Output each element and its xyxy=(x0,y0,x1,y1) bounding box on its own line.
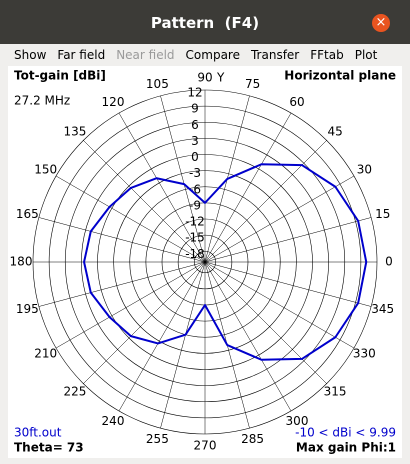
angle-label: 210 xyxy=(34,347,57,361)
menu-item[interactable]: Compare xyxy=(185,48,240,62)
axis-label: Y xyxy=(216,71,225,85)
spoke xyxy=(204,261,355,349)
angle-label: 300 xyxy=(286,414,309,428)
spoke xyxy=(118,261,206,412)
chart-subtitle: Horizontal plane xyxy=(284,69,396,83)
grid-circle xyxy=(81,138,329,386)
angle-label: 0 xyxy=(385,255,393,269)
menu-item[interactable]: Far field xyxy=(57,48,106,62)
spoke xyxy=(160,95,206,263)
spoke xyxy=(118,112,206,263)
angle-label: 315 xyxy=(324,385,347,399)
pattern-line xyxy=(83,163,368,361)
angle-label: 180 xyxy=(10,255,33,269)
radial-label: 9 xyxy=(191,102,199,116)
spoke xyxy=(204,261,327,384)
spoke xyxy=(55,175,206,263)
angle-label: 30 xyxy=(357,163,372,177)
grid-circle xyxy=(129,186,281,338)
angle-label: 240 xyxy=(102,414,125,428)
angle-label: 120 xyxy=(102,95,125,109)
grid-circle xyxy=(113,170,297,354)
grid-circle xyxy=(97,154,313,370)
spoke xyxy=(38,261,206,307)
angle-label: 255 xyxy=(146,432,169,446)
spoke xyxy=(204,140,327,263)
angle-label: 135 xyxy=(63,124,86,138)
spoke xyxy=(204,217,372,263)
grid-circle xyxy=(48,105,362,419)
grid-circle xyxy=(64,121,346,403)
angle-label: 195 xyxy=(16,302,39,316)
angle-label: 270 xyxy=(194,439,217,453)
angle-label: 165 xyxy=(16,207,39,221)
gain-range: -10 < dBi < 9.99 xyxy=(295,426,396,440)
radial-label: 6 xyxy=(191,118,199,132)
radial-label: -9 xyxy=(189,198,201,212)
menu-item[interactable]: Plot xyxy=(354,48,378,62)
radial-label: -12 xyxy=(185,215,205,229)
menu-item[interactable]: Show xyxy=(14,48,47,62)
menu-item[interactable]: Transfer xyxy=(250,48,300,62)
close-button[interactable]: × xyxy=(372,14,390,32)
spoke xyxy=(55,261,206,349)
angle-label: 105 xyxy=(146,77,169,91)
menu-item[interactable]: FFtab xyxy=(310,48,344,62)
angle-label: 15 xyxy=(375,207,390,221)
frequency: 27.2 MHz xyxy=(14,94,70,108)
grid-circle xyxy=(177,234,233,290)
grid-circle xyxy=(32,89,378,435)
spoke xyxy=(204,261,292,412)
max-gain: Max gain Phi:1 xyxy=(296,441,396,455)
chart-title: Tot-gain [dBi] xyxy=(14,69,106,83)
spoke xyxy=(204,175,355,263)
angle-label: 150 xyxy=(34,163,57,177)
grid-circle xyxy=(193,250,217,274)
chart: Tot-gain [dBi] Horizontal plane 27.2 MHz… xyxy=(8,66,402,458)
angle-label: 45 xyxy=(327,124,342,138)
radial-label: 3 xyxy=(191,134,199,148)
radial-label: 0 xyxy=(191,150,199,164)
radial-label: 12 xyxy=(187,86,202,100)
radial-label: -15 xyxy=(185,231,205,245)
spoke xyxy=(204,112,292,263)
spoke xyxy=(83,261,206,384)
radial-label: -3 xyxy=(189,166,201,180)
spoke xyxy=(38,217,206,263)
angle-label: 225 xyxy=(63,385,86,399)
file-name: 30ft.out xyxy=(14,426,62,440)
title-bar: Pattern (F4) xyxy=(0,0,410,44)
angle-label: 60 xyxy=(289,95,304,109)
radial-label: -18 xyxy=(185,247,205,261)
theta: Theta= 73 xyxy=(14,441,84,455)
menu-item[interactable]: Near field xyxy=(116,48,175,62)
spoke xyxy=(160,261,206,429)
angle-label: 330 xyxy=(353,347,376,361)
angle-label: 285 xyxy=(241,432,264,446)
spoke xyxy=(204,261,372,307)
spoke xyxy=(83,140,206,263)
angle-label: 75 xyxy=(245,77,260,91)
angle-label: 90 xyxy=(197,71,212,85)
menu-bar: Show Far field Near field Compare Transfer FF… xyxy=(0,45,410,65)
radial-label: -6 xyxy=(189,182,201,196)
window-title: Pattern (F4) xyxy=(150,14,260,32)
angle-label: 345 xyxy=(371,302,394,316)
